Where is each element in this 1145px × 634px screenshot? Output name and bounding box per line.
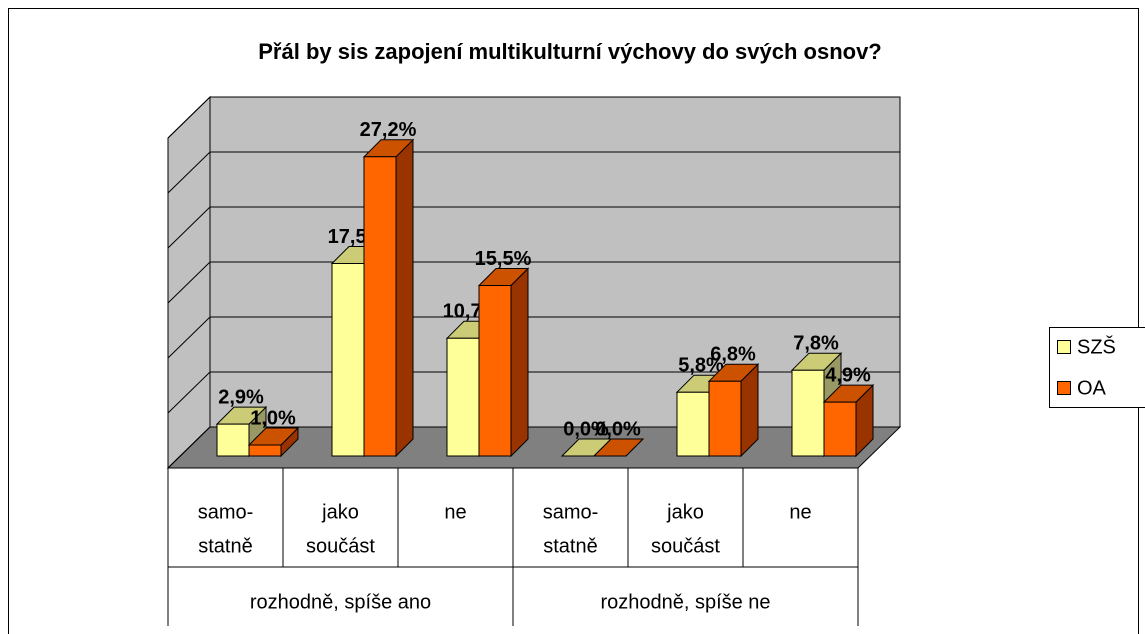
data-label: 2,9% [218, 386, 264, 408]
bar-front [248, 444, 282, 457]
x-tick-label: statně [543, 535, 597, 557]
bar [477, 267, 530, 458]
group-label: rozhodně, spíše ano [250, 591, 431, 613]
bar-front [363, 156, 397, 457]
grid-line [167, 151, 900, 194]
data-label: 27,2% [360, 119, 417, 141]
bar-front [478, 285, 512, 457]
grid-line [167, 206, 900, 249]
bar-front [331, 263, 365, 457]
x-tick-label: samo- [198, 501, 254, 523]
x-tick-label: statně [198, 535, 252, 557]
x-tick-label: samo- [543, 501, 599, 523]
data-label: 7,8% [793, 332, 839, 354]
data-label: 1,0% [250, 407, 296, 429]
bar-side [395, 138, 414, 458]
legend-swatch [1057, 381, 1071, 395]
data-label: 4,9% [825, 364, 871, 386]
bar [247, 426, 300, 458]
x-tick-label: ne [444, 501, 466, 523]
legend-label: OA [1077, 377, 1107, 399]
bar [362, 138, 415, 458]
bar-front [676, 391, 710, 457]
x-tick-label: ne [789, 501, 811, 523]
bar-front [708, 380, 742, 457]
bar [592, 438, 645, 457]
data-label: 0,0% [563, 418, 609, 440]
bar-front [791, 369, 825, 457]
bar [707, 362, 760, 458]
bar-side [510, 267, 529, 458]
bar-front [823, 401, 857, 457]
grid-line [167, 371, 900, 414]
bar-front [216, 423, 250, 457]
legend-label: SZŠ [1077, 335, 1116, 358]
grid-line [167, 96, 900, 139]
data-label: 15,5% [475, 248, 532, 270]
grid-line [167, 316, 900, 359]
bar [822, 383, 875, 458]
group-label: rozhodně, spíše ne [600, 591, 770, 613]
x-tick-label: jako [666, 501, 704, 523]
chart-title: Přál by sis zapojení multikulturní výcho… [258, 39, 882, 64]
data-label: 5,8% [678, 354, 724, 376]
bar [215, 405, 268, 458]
grid-line [167, 426, 900, 469]
x-tick-label: jako [321, 501, 359, 523]
legend-swatch [1057, 340, 1071, 354]
data-label: 0,0% [595, 418, 641, 440]
x-tick-label: součást [651, 535, 720, 557]
x-tick-label: součást [306, 535, 375, 557]
grid-line [167, 261, 900, 304]
data-label: 6,8% [710, 343, 756, 365]
bar-front [446, 337, 480, 457]
